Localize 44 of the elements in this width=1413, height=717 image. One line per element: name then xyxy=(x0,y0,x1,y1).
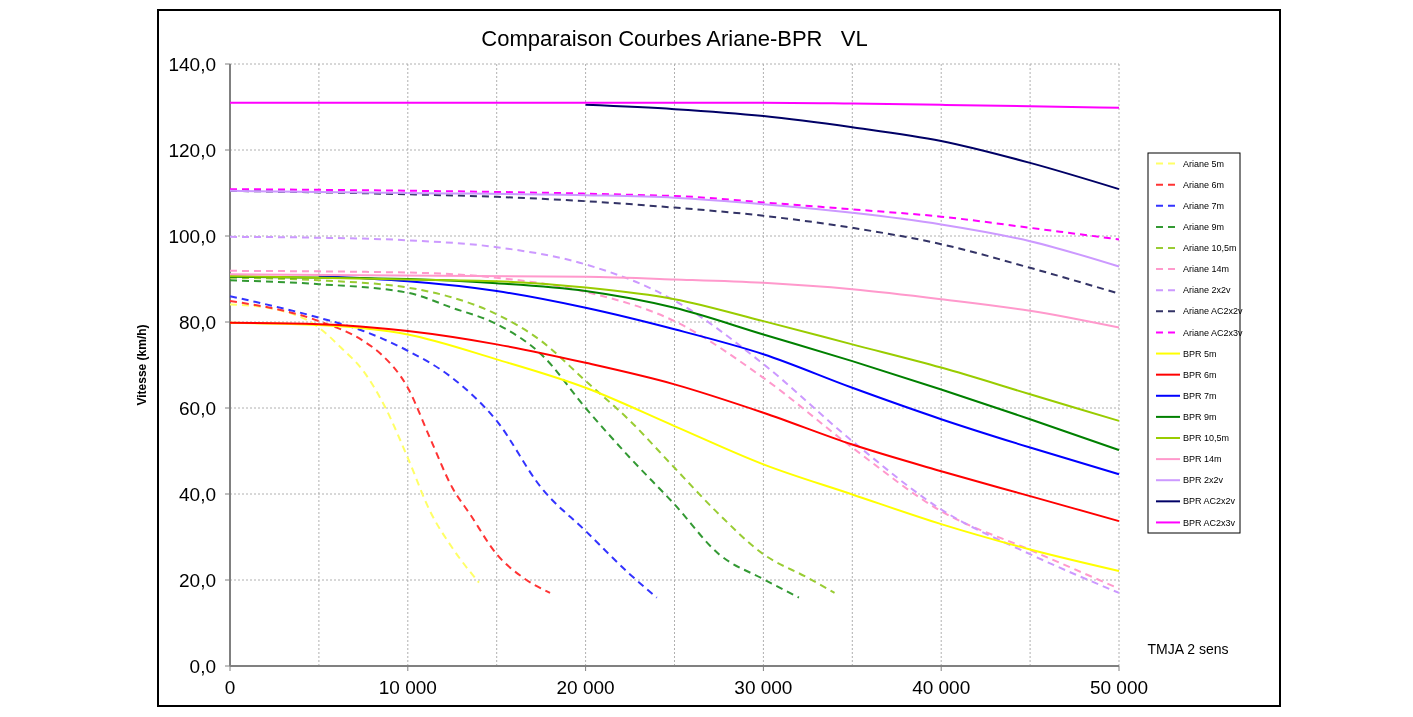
y-tick-label: 60,0 xyxy=(179,397,216,419)
legend-label: Ariane 14m xyxy=(1183,264,1230,275)
legend-label: Ariane 7m xyxy=(1183,200,1225,211)
x-tick-label: 40 000 xyxy=(912,677,971,698)
y-tick-label: 40,0 xyxy=(179,483,216,505)
legend-label: BPR 2x2v xyxy=(1183,475,1224,486)
legend-label: Ariane 2x2v xyxy=(1183,285,1232,296)
y-axis-title: Vitesse (km/h) xyxy=(135,324,149,406)
legend-label: Ariane 6m xyxy=(1183,179,1225,190)
line-series xyxy=(229,188,1120,241)
line-series xyxy=(229,295,658,599)
legend-label: Ariane 10,5m xyxy=(1183,243,1237,254)
y-tick-label: 80,0 xyxy=(179,311,216,333)
x-tick-label: 30 000 xyxy=(734,677,793,698)
legend-label: Ariane 5m xyxy=(1183,158,1225,169)
legend-label: BPR AC2x2v xyxy=(1183,496,1236,507)
x-axis-title: TMJA 2 sens xyxy=(1147,641,1229,657)
line-series xyxy=(229,321,1120,523)
legend-label: Ariane AC2x2v xyxy=(1183,306,1244,317)
legend-label: BPR 6m xyxy=(1183,369,1217,380)
x-tick-label: 50 000 xyxy=(1089,677,1149,698)
y-tick-label: 20,0 xyxy=(179,569,216,591)
legend-label: BPR 5m xyxy=(1183,348,1217,359)
line-series xyxy=(229,189,1120,268)
y-tick-label: 100,0 xyxy=(168,225,216,247)
y-tick-label: 140,0 xyxy=(168,53,216,75)
line-series xyxy=(317,274,1120,476)
line-series xyxy=(584,103,1120,191)
x-tick-label: 10 000 xyxy=(378,677,437,698)
legend-label: BPR 14m xyxy=(1183,454,1222,465)
y-tick-label: 120,0 xyxy=(168,139,216,161)
line-series xyxy=(229,299,552,594)
chart-title: Comparaison Courbes Ariane-BPR VL xyxy=(481,26,868,51)
legend-label: Ariane AC2x3v xyxy=(1183,327,1244,338)
line-series xyxy=(229,274,1120,422)
x-tick-label: 0 xyxy=(224,677,236,698)
legend-label: BPR 7m xyxy=(1183,390,1217,401)
legend-label: Ariane 9m xyxy=(1183,222,1225,233)
x-tick-label: 20 000 xyxy=(556,677,615,698)
y-tick-label: 0,0 xyxy=(189,655,216,677)
line-series xyxy=(229,303,480,584)
legend-label: BPR AC2x3v xyxy=(1183,517,1236,528)
legend-label: BPR 9m xyxy=(1183,412,1217,423)
legend-label: BPR 10,5m xyxy=(1183,433,1230,444)
